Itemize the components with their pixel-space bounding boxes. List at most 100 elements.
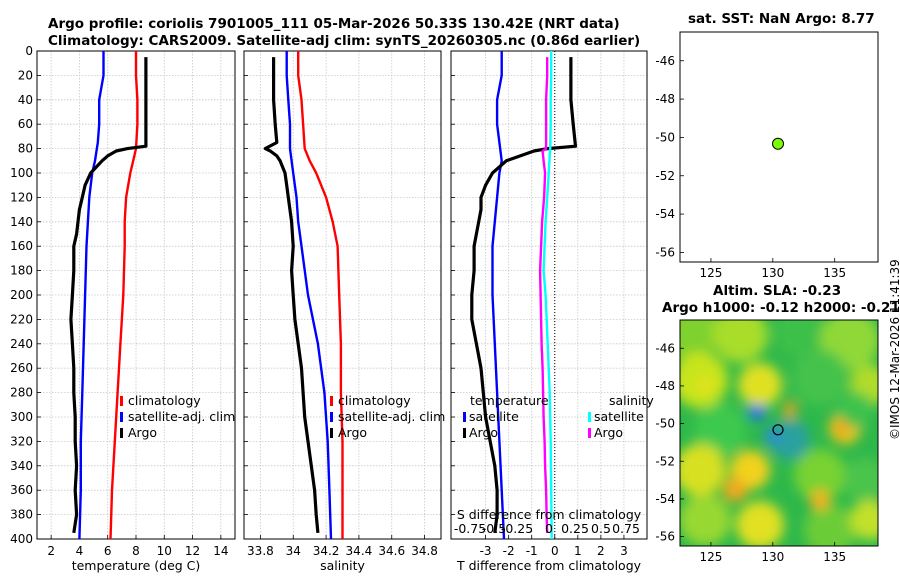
legend-label: climatology bbox=[128, 393, 201, 408]
legend-label: satellite bbox=[469, 409, 519, 424]
sla-low bbox=[748, 404, 766, 420]
sla-patch bbox=[680, 494, 731, 546]
sla-patch bbox=[810, 490, 830, 510]
map-frame bbox=[679, 319, 879, 547]
axes-frame bbox=[450, 50, 648, 540]
sla-low bbox=[764, 427, 780, 445]
x-tick-label: 14 bbox=[213, 544, 228, 558]
x-tick-label: 34.2 bbox=[313, 544, 340, 558]
y-tick-label: 320 bbox=[10, 434, 33, 448]
series-difference-temperature-argo bbox=[470, 57, 578, 534]
s-diff-tick: 0.5 bbox=[591, 521, 611, 536]
legend-label: Argo bbox=[469, 425, 498, 440]
y-tick-label: 180 bbox=[10, 264, 33, 278]
map-frame bbox=[679, 31, 879, 263]
x-tick-label: 2 bbox=[597, 544, 605, 558]
x-tick-label: 0 bbox=[551, 544, 559, 558]
y-tick-label: 200 bbox=[10, 288, 33, 302]
legend-swatch bbox=[330, 428, 333, 438]
map-y-tick-label: -56 bbox=[655, 530, 675, 544]
sla-patch bbox=[774, 320, 826, 358]
s-diff-label: S difference from climatology bbox=[457, 507, 642, 522]
series-salinity-satellite-adj-clim bbox=[285, 51, 333, 540]
y-tick-label: 400 bbox=[10, 532, 33, 546]
sla-patch bbox=[680, 320, 720, 360]
y-tick-label: 260 bbox=[10, 361, 33, 375]
y-tick-label: 20 bbox=[18, 68, 33, 82]
title-line-2: Climatology: CARS2009. Satellite-adj cli… bbox=[48, 33, 641, 49]
x-tick-label: 34 bbox=[286, 544, 301, 558]
legend-label: satellite-adj. clim bbox=[338, 409, 445, 424]
x-tick-label: -2 bbox=[503, 544, 515, 558]
y-tick-label: 380 bbox=[10, 508, 33, 522]
sla-patch bbox=[770, 420, 810, 460]
map-x-tick-label: 130 bbox=[761, 550, 784, 564]
legend-swatch bbox=[120, 412, 123, 422]
y-tick-label: 340 bbox=[10, 459, 33, 473]
y-tick-label: 140 bbox=[10, 215, 33, 229]
legend-label: satellite-adj. clim bbox=[128, 409, 235, 424]
y-tick-label: 280 bbox=[10, 386, 33, 400]
argo-location-marker-sla bbox=[772, 424, 784, 436]
legend-label: Argo bbox=[594, 425, 623, 440]
y-tick-label: 120 bbox=[10, 190, 33, 204]
map-y-tick-label: -54 bbox=[655, 492, 675, 506]
y-tick-label: 80 bbox=[18, 142, 33, 156]
series-salinity-argo bbox=[263, 57, 320, 534]
y-tick-label: 300 bbox=[10, 410, 33, 424]
sla-patch bbox=[736, 501, 784, 546]
legend-swatch bbox=[463, 428, 466, 438]
x-tick-label: 10 bbox=[157, 544, 172, 558]
legend-title-salinity: salinity bbox=[609, 393, 654, 408]
legend-swatch bbox=[463, 412, 466, 422]
legend-swatch bbox=[120, 428, 123, 438]
y-tick-label: 160 bbox=[10, 239, 33, 253]
y-tick-label: 40 bbox=[18, 93, 33, 107]
x-tick-label: 34.4 bbox=[346, 544, 373, 558]
map-y-tick-label: -52 bbox=[655, 169, 675, 183]
sla-patch bbox=[804, 504, 856, 546]
legend-label: Argo bbox=[338, 425, 367, 440]
y-tick-label: 100 bbox=[10, 166, 33, 180]
s-diff-tick: 0 bbox=[545, 521, 553, 536]
x-tick-label: 3 bbox=[620, 544, 628, 558]
sla-high bbox=[784, 401, 796, 419]
map-y-tick-label: -54 bbox=[655, 207, 675, 221]
sla-field bbox=[680, 320, 878, 546]
map-axes-sst-map: 125 130 135 -46 -48 -50 -52 -54 -56 bbox=[655, 31, 879, 280]
sla-patch bbox=[738, 363, 782, 407]
map-y-tick-label: -46 bbox=[655, 54, 675, 68]
legend-swatch bbox=[330, 396, 333, 406]
sla-patch bbox=[850, 500, 878, 540]
series-difference-salinity-satellite bbox=[542, 51, 553, 540]
s-diff-tick: -0.25 bbox=[501, 521, 533, 536]
sla-title-line-2: Argo h1000: -0.12 h2000: -0.21 bbox=[662, 300, 900, 316]
x-tick-label: -1 bbox=[526, 544, 538, 558]
legend-swatch bbox=[120, 396, 123, 406]
x-tick-label: 2 bbox=[47, 544, 55, 558]
x-axis-label: temperature (deg C) bbox=[72, 558, 201, 573]
x-tick-label: 8 bbox=[132, 544, 140, 558]
sst-map-title: sat. SST: NaN Argo: 8.77 bbox=[688, 11, 875, 27]
sla-heatmap bbox=[680, 320, 878, 546]
y-tick-label: 240 bbox=[10, 337, 33, 351]
sla-patch bbox=[723, 478, 747, 502]
title-line-1: Argo profile: coriolis 7901005_111 05-Ma… bbox=[48, 16, 620, 32]
legend-label: climatology bbox=[338, 393, 411, 408]
series-difference-temperature-satellite bbox=[491, 51, 506, 540]
x-tick-label: 33.8 bbox=[247, 544, 274, 558]
legend-swatch bbox=[588, 428, 591, 438]
series-salinity-climatology bbox=[297, 51, 344, 539]
map-y-tick-label: -48 bbox=[655, 379, 675, 393]
sla-patch bbox=[837, 392, 873, 428]
series-temperature-argo bbox=[69, 57, 148, 534]
map-x-tick-label: 125 bbox=[699, 550, 722, 564]
map-y-tick-label: -50 bbox=[655, 417, 675, 431]
y-tick-label: 220 bbox=[10, 312, 33, 326]
argo-location-marker bbox=[772, 137, 785, 150]
x-axis-label: T difference from climatology bbox=[456, 558, 642, 573]
x-tick-label: 4 bbox=[76, 544, 84, 558]
x-tick-label: 34.6 bbox=[378, 544, 405, 558]
s-diff-tick: -0.75 bbox=[454, 521, 486, 536]
